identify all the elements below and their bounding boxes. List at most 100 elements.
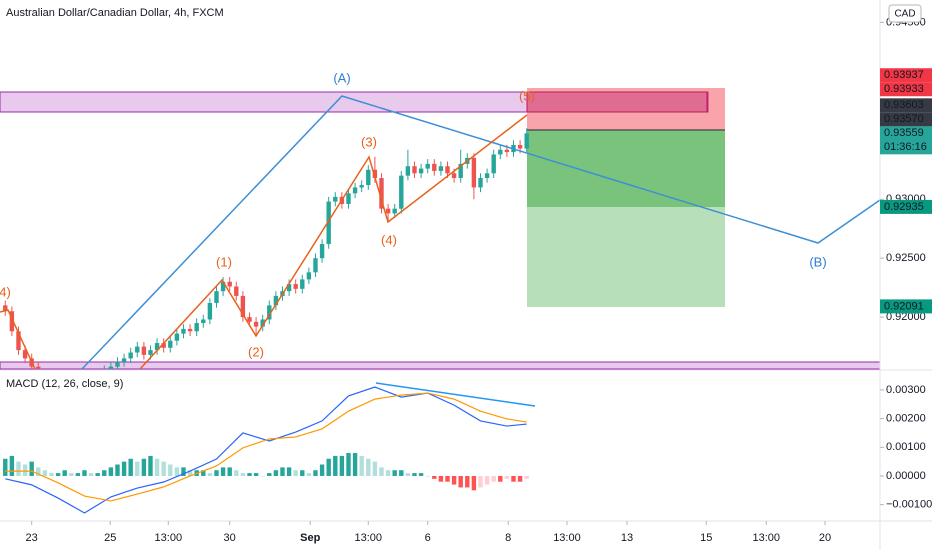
candle-body xyxy=(128,352,133,359)
candle-body xyxy=(36,366,41,369)
histogram-bar xyxy=(517,475,523,482)
histogram-bar xyxy=(88,473,94,476)
countdown: 01:36:16 xyxy=(884,141,927,153)
wave-label: (B) xyxy=(809,254,826,269)
x-tick-label: 25 xyxy=(104,532,116,544)
candle-body xyxy=(181,328,186,334)
histogram-bar xyxy=(148,455,153,476)
candle-body xyxy=(3,305,8,312)
x-tick-label: 6 xyxy=(425,532,431,544)
histogram-bar xyxy=(240,473,246,476)
x-tick-label: Sep xyxy=(300,532,320,544)
candle-body xyxy=(359,185,364,188)
macd-line xyxy=(5,392,527,502)
price-label-box xyxy=(880,68,932,83)
candle-body xyxy=(412,166,417,174)
histogram-bar xyxy=(313,470,318,476)
candle-body xyxy=(121,358,127,362)
candle-body xyxy=(524,133,529,149)
histogram-bar xyxy=(3,458,8,476)
candle-body xyxy=(399,175,404,209)
candle-body xyxy=(220,281,226,292)
histogram-bar xyxy=(478,475,483,488)
price-label: 0.92935 xyxy=(884,201,924,213)
histogram-bar xyxy=(42,470,48,476)
candle-body xyxy=(115,361,120,367)
candle-body xyxy=(372,169,378,179)
candle-body xyxy=(253,321,259,327)
wave-label: (A) xyxy=(333,70,350,85)
wave-label: (4) xyxy=(381,232,397,247)
candle-body xyxy=(201,319,206,324)
demand-zone xyxy=(0,361,881,370)
histogram-bar xyxy=(267,473,272,476)
price-label-box xyxy=(880,199,932,214)
histogram-bar xyxy=(75,473,81,476)
divergence-line xyxy=(375,382,536,407)
wave-label: (2) xyxy=(248,344,264,359)
x-tick-label: 13:00 xyxy=(753,532,781,544)
candle-body xyxy=(498,149,503,155)
y-tick-label: −0.00100 xyxy=(886,499,932,511)
histogram-bar xyxy=(115,464,120,476)
x-tick-label: 13 xyxy=(621,532,633,544)
candle-body xyxy=(293,284,298,289)
candle-body xyxy=(260,319,265,327)
currency-button[interactable] xyxy=(888,4,922,23)
x-tick-label: 13:00 xyxy=(155,532,183,544)
histogram-bar xyxy=(432,475,437,479)
histogram-bar xyxy=(49,473,54,476)
histogram-bar xyxy=(280,467,285,476)
chart-title: Australian Dollar/Canadian Dollar, 4h, F… xyxy=(6,7,224,19)
candle-body xyxy=(418,168,424,174)
histogram-bar xyxy=(220,467,226,476)
candle-body xyxy=(207,302,213,320)
histogram-bar xyxy=(82,470,87,476)
x-tick-label: 30 xyxy=(224,532,236,544)
price-labels: 0.92091 0.92935 0.93559 01:36:16 0.93570 0.93… xyxy=(880,68,932,314)
histogram-bar xyxy=(22,464,28,476)
price-label-box xyxy=(880,82,932,97)
histogram-bar xyxy=(352,453,358,476)
wave-label: (1) xyxy=(216,254,232,269)
candle-body xyxy=(187,328,193,332)
candle-body xyxy=(141,346,147,355)
histogram-bar xyxy=(346,453,351,476)
histogram-bar xyxy=(286,467,292,476)
candle-body xyxy=(392,208,397,214)
y-tick-label: 0.92500 xyxy=(886,252,926,264)
histogram-bar xyxy=(55,473,61,476)
histogram-bar xyxy=(128,458,133,476)
candle-body xyxy=(135,346,140,353)
histogram-bar xyxy=(260,475,265,477)
candle-body xyxy=(352,187,358,194)
candle-body xyxy=(484,173,490,179)
candle-body xyxy=(267,305,272,320)
histogram-bar xyxy=(438,475,444,482)
histogram-bar xyxy=(300,470,305,476)
histogram-bar xyxy=(333,455,338,476)
y-tick-label: 0.00000 xyxy=(886,470,926,482)
x-tick-label: 15 xyxy=(700,532,712,544)
candle-body xyxy=(313,258,318,273)
histogram-bar xyxy=(69,473,74,476)
histogram-bar xyxy=(425,475,430,477)
candle-body xyxy=(319,244,325,259)
histogram-bar xyxy=(484,475,490,485)
candle-body xyxy=(108,366,114,369)
histogram-bar xyxy=(102,470,107,476)
histogram-bar xyxy=(326,458,331,476)
histogram-bar xyxy=(214,470,219,476)
candle-body xyxy=(16,331,21,351)
histogram-bar xyxy=(418,473,424,476)
histogram-bar xyxy=(451,475,457,485)
histogram-bar xyxy=(62,470,67,476)
histogram-bar xyxy=(293,470,298,476)
candle-body xyxy=(148,350,153,355)
histogram-bar xyxy=(399,470,404,476)
candle-body xyxy=(471,157,477,188)
currency-label[interactable]: CAD xyxy=(894,9,915,20)
histogram-bar xyxy=(174,467,180,476)
